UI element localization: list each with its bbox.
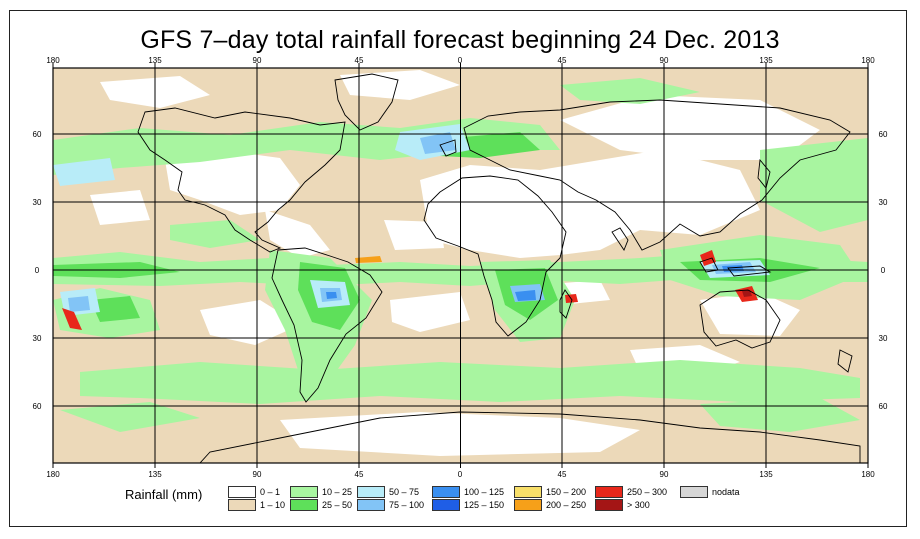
lon-label-bottom: 180 <box>46 470 60 479</box>
legend-swatch-over-300 <box>595 499 623 511</box>
legend-label-1-10: 1 – 10 <box>260 500 286 510</box>
lat-label-right: 0 <box>880 266 886 275</box>
lon-label-top: 45 <box>354 56 364 65</box>
lat-label-left: 60 <box>32 402 42 411</box>
lon-label-top: 0 <box>457 56 463 65</box>
legend-label-0-1: 0 – 1 <box>260 487 281 497</box>
lat-label-left: 0 <box>34 266 40 275</box>
figure-frame <box>9 10 907 527</box>
legend-swatch-75-100 <box>357 499 385 511</box>
lon-label-top: 135 <box>148 56 162 65</box>
lon-label-bottom: 45 <box>354 470 364 479</box>
legend-label-25-50: 25 – 50 <box>322 500 353 510</box>
legend-label-75-100: 75 – 100 <box>389 500 425 510</box>
legend-swatch-1-10 <box>228 499 256 511</box>
rain-heavy-areas <box>62 250 758 330</box>
legend-swatch-nodata <box>680 486 708 498</box>
lon-label-top: 90 <box>659 56 669 65</box>
lat-label-right: 30 <box>878 334 888 343</box>
lat-label-right: 60 <box>878 402 888 411</box>
coastlines <box>137 73 861 463</box>
lat-label-left: 30 <box>32 198 42 207</box>
graticule <box>53 68 868 463</box>
lon-label-top: 45 <box>557 56 567 65</box>
legend-label-10-25: 10 – 25 <box>322 487 353 497</box>
lon-label-bottom: 90 <box>252 470 262 479</box>
legend-label-over-300: > 300 <box>627 500 650 510</box>
legend-label-200-250: 200 – 250 <box>546 500 587 510</box>
lon-label-bottom: 180 <box>861 470 875 479</box>
lon-label-top: 135 <box>759 56 773 65</box>
lat-label-left: 30 <box>32 334 42 343</box>
lon-label-bottom: 0 <box>457 470 463 479</box>
legend-swatch-10-25 <box>290 486 318 498</box>
lon-label-top: 180 <box>46 56 60 65</box>
legend-swatch-50-75 <box>357 486 385 498</box>
lat-label-right: 30 <box>878 198 888 207</box>
legend-title: Rainfall (mm) <box>125 487 203 502</box>
lon-label-bottom: 135 <box>759 470 773 479</box>
lon-label-top: 90 <box>252 56 262 65</box>
legend-label-125-150: 125 – 150 <box>464 500 505 510</box>
legend-label-100-125: 100 – 125 <box>464 487 505 497</box>
legend-label-nodata: nodata <box>712 487 740 497</box>
legend-swatch-100-125 <box>432 486 460 498</box>
lon-label-bottom: 45 <box>557 470 567 479</box>
legend-swatch-25-50 <box>290 499 318 511</box>
legend-label-250-300: 250 – 300 <box>627 487 668 497</box>
legend-label-150-200: 150 – 200 <box>546 487 587 497</box>
lat-label-right: 60 <box>878 130 888 139</box>
lat-label-left: 60 <box>32 130 42 139</box>
axis-ticks <box>52 63 869 468</box>
map-title: GFS 7–day total rainfall forecast beginn… <box>140 26 780 54</box>
legend-swatch-200-250 <box>514 499 542 511</box>
legend-swatch-125-150 <box>432 499 460 511</box>
legend-swatch-250-300 <box>595 486 623 498</box>
legend-swatch-0-1 <box>228 486 256 498</box>
lon-label-bottom: 90 <box>659 470 669 479</box>
legend-swatch-150-200 <box>514 486 542 498</box>
legend-label-50-75: 50 – 75 <box>389 487 420 497</box>
rain-0-1-areas <box>90 70 820 456</box>
lon-label-top: 180 <box>861 56 875 65</box>
lon-label-bottom: 135 <box>148 470 162 479</box>
